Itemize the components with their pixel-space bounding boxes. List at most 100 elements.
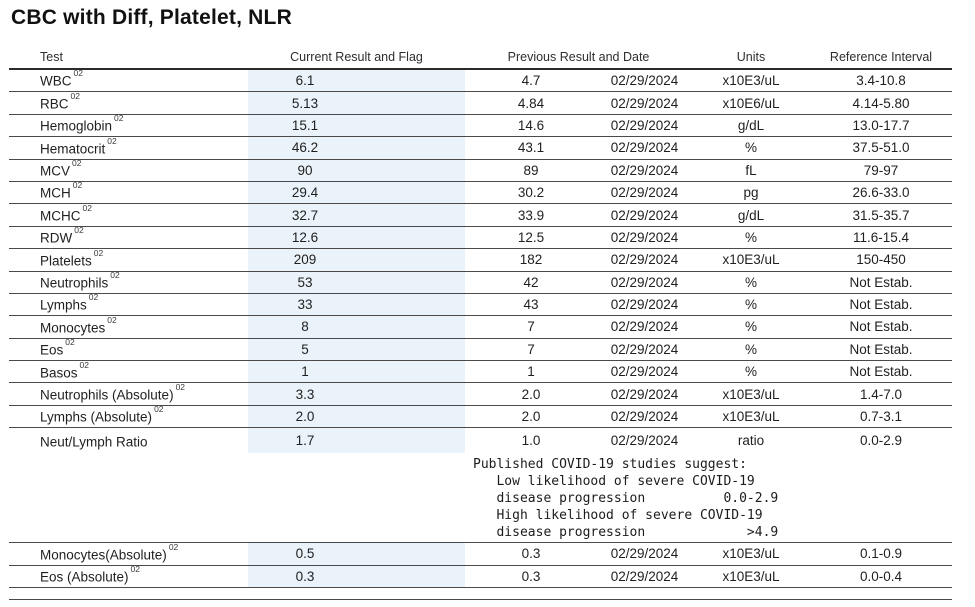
test-footnote-superscript: 02	[88, 292, 99, 303]
current-result-value: 3.3	[295, 386, 315, 402]
previous-result-date: 02/29/2024	[610, 185, 679, 201]
current-result-value: 53	[297, 274, 313, 290]
table-header-row: Test Current Result and Flag Previous Re…	[9, 38, 952, 70]
current-result-value: 1	[301, 364, 309, 380]
previous-result-value: 30.2	[517, 185, 545, 201]
table-row: MCH02 29.4 30.2 02/29/2024 pg 26.6-33.0	[9, 180, 952, 205]
test-name: MCV	[40, 163, 70, 179]
units-value: g/dL	[737, 207, 765, 223]
current-result-cell: 15.1	[248, 114, 465, 137]
table-row: Lymphs02 33 43 02/29/2024 % Not Estab.	[9, 292, 952, 317]
col-header-reference-interval: Reference Interval	[829, 50, 933, 64]
test-footnote-superscript: 02	[175, 381, 186, 392]
results-table-body-footer: Monocytes(Absolute)02 0.5 0.3 02/29/2024…	[9, 542, 952, 589]
table-row: MCV02 90 89 02/29/2024 fL 79-97	[9, 158, 952, 182]
previous-result-date: 02/29/2024	[610, 364, 679, 380]
current-result-value: 32.7	[291, 207, 319, 223]
previous-result-date: 02/29/2024	[610, 95, 679, 111]
units-value: x10E3/uL	[722, 252, 780, 268]
units-value: %	[744, 364, 757, 380]
current-result-value: 46.2	[291, 140, 319, 156]
reference-interval-value: 150-450	[856, 252, 906, 268]
test-footnote-superscript: 02	[73, 68, 83, 79]
previous-result-date: 02/29/2024	[610, 252, 679, 268]
test-name: Platelets	[40, 253, 92, 269]
previous-result-date: 02/29/2024	[610, 319, 679, 335]
current-result-cell: 53	[248, 271, 465, 293]
test-name: RDW	[40, 230, 73, 246]
previous-result-value: 43.1	[517, 140, 545, 156]
reference-interval-value: Not Estab.	[849, 341, 913, 357]
test-footnote-superscript: 02	[110, 269, 120, 280]
reference-interval-value: Not Estab.	[849, 274, 913, 290]
current-result-value: 6.1	[295, 73, 315, 89]
test-footnote-superscript: 02	[114, 113, 124, 124]
results-table-body-main: WBC02 6.1 4.7 02/29/2024 x10E3/uL 3.4-10…	[9, 68, 952, 454]
current-result-value: 8	[301, 319, 309, 335]
previous-result-date: 02/29/2024	[610, 568, 679, 584]
test-name: Eos (Absolute)	[40, 569, 129, 585]
current-result-cell: 6.1	[248, 70, 465, 92]
test-footnote-superscript: 02	[130, 564, 141, 575]
previous-result-date: 02/29/2024	[610, 162, 679, 178]
current-result-cell: 32.7	[248, 204, 465, 226]
previous-result-value: 0.3	[521, 568, 541, 584]
test-footnote-superscript: 02	[93, 247, 104, 258]
test-footnote-superscript: 02	[154, 404, 164, 415]
previous-result-value: 2.0	[521, 386, 541, 402]
current-result-value: 5.13	[291, 95, 319, 111]
previous-result-date: 02/29/2024	[610, 546, 679, 562]
units-value: x10E3/uL	[722, 386, 780, 402]
current-result-cell: 209	[248, 249, 465, 271]
previous-result-value: 89	[523, 162, 539, 178]
reference-interval-value: 26.6-33.0	[852, 185, 910, 201]
col-header-test: Test	[40, 50, 63, 64]
previous-result-date: 02/29/2024	[610, 229, 679, 245]
current-result-value: 15.1	[291, 117, 319, 133]
test-name: Basos	[40, 365, 78, 381]
previous-result-date: 02/29/2024	[610, 341, 679, 357]
table-row: Lymphs (Absolute)02 2.0 2.0 02/29/2024 x…	[9, 404, 952, 429]
current-result-cell: 46.2	[248, 137, 465, 159]
reference-interval-value: 31.5-35.7	[852, 207, 910, 223]
previous-result-value: 33.9	[517, 207, 545, 223]
reference-interval-value: 0.0-2.9	[859, 433, 903, 449]
current-result-cell: 12.6	[248, 226, 465, 249]
table-row: Neutrophils02 53 42 02/29/2024 % Not Est…	[9, 269, 952, 294]
test-name: Neutrophils	[40, 275, 109, 291]
previous-result-value: 1	[527, 364, 535, 380]
current-result-value: 0.5	[295, 546, 315, 562]
previous-result-value: 7	[527, 319, 535, 335]
test-footnote-superscript: 02	[107, 314, 117, 325]
units-value: x10E3/uL	[722, 73, 780, 89]
test-name: Eos	[40, 342, 64, 358]
current-result-value: 1.7	[295, 433, 315, 449]
test-footnote-superscript: 02	[82, 202, 92, 213]
table-row: Hematocrit02 46.2 43.1 02/29/2024 % 37.5…	[9, 136, 952, 160]
units-value: %	[744, 341, 757, 357]
test-name: Hematocrit	[40, 141, 106, 157]
covid-note-text: Published COVID-19 studies suggest: Low …	[473, 457, 779, 541]
current-result-value: 33	[297, 297, 313, 313]
reference-interval-value: 79-97	[863, 162, 899, 178]
units-value: x10E6/uL	[722, 95, 780, 111]
reference-interval-value: 0.7-3.1	[859, 409, 903, 425]
previous-result-value: 42	[523, 274, 539, 290]
reference-interval-value: 0.1-0.9	[859, 546, 903, 562]
units-value: x10E3/uL	[722, 568, 780, 584]
results-table: Test Current Result and Flag Previous Re…	[9, 38, 952, 601]
current-result-cell: 5	[248, 338, 465, 361]
table-row: MCHC02 32.7 33.9 02/29/2024 g/dL 31.5-35…	[9, 202, 952, 227]
reference-interval-value: 11.6-15.4	[852, 229, 910, 245]
test-name: Neut/Lymph Ratio	[40, 434, 148, 449]
reference-interval-value: Not Estab.	[849, 364, 913, 380]
current-result-value: 0.3	[295, 568, 315, 584]
report-title: CBC with Diff, Platelet, NLR	[11, 6, 292, 29]
current-result-cell: 2.0	[248, 405, 465, 428]
reference-interval-value: 13.0-17.7	[852, 117, 910, 133]
current-result-cell: 90	[248, 159, 465, 181]
current-result-value: 29.4	[291, 185, 319, 201]
previous-result-value: 12.5	[517, 229, 545, 245]
previous-result-date: 02/29/2024	[610, 73, 679, 89]
